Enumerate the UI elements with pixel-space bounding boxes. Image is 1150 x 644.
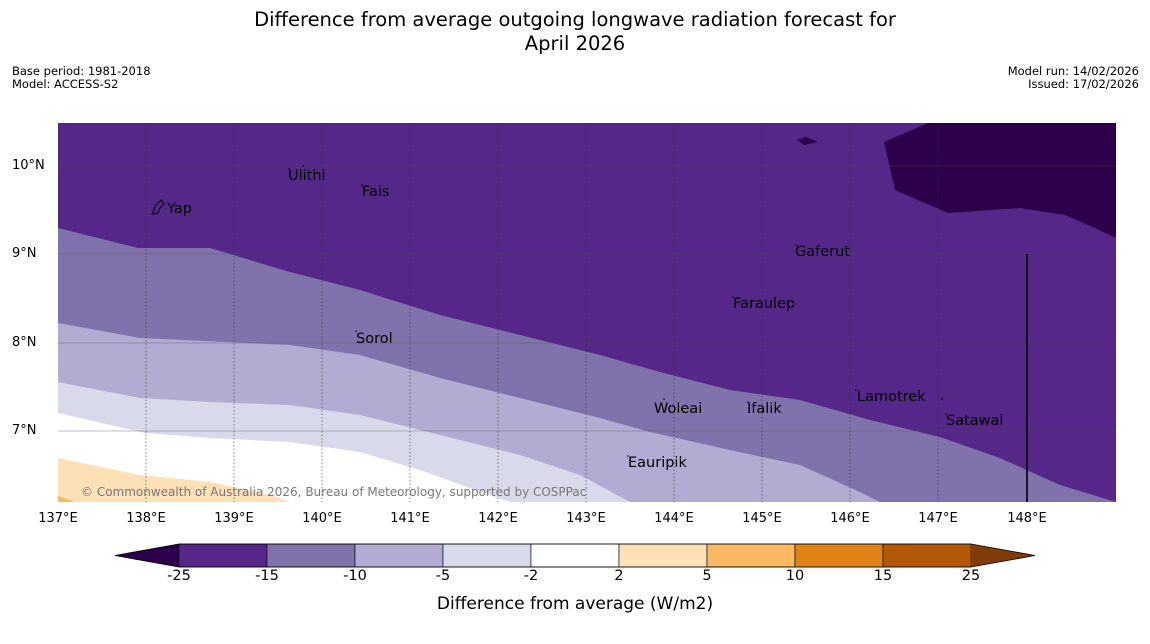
lon-label-143e: 143°E (566, 511, 606, 526)
place-eauripik: Eauripik (628, 455, 687, 471)
colorbar-segment (706, 543, 796, 568)
colorbar-segment (266, 543, 356, 568)
parallel-lines (58, 165, 1116, 432)
colorbar-tick: 5 (702, 568, 712, 584)
colorbar-extend-high (971, 544, 1035, 567)
map-plot-area: Yap Ulithi Fais Gaferut Faraulep Sorol W… (58, 123, 1116, 502)
copyright-notice: © Commonwealth of Australia 2026, Bureau… (81, 485, 586, 499)
lon-label-144e: 144°E (654, 511, 694, 526)
colorbar-segment (354, 543, 444, 568)
colorbar (114, 543, 1036, 568)
lon-label-147e: 147°E (918, 511, 958, 526)
colorbar-tick: 2 (614, 568, 624, 584)
lat-label-7n: 7°N (12, 423, 37, 438)
colorbar-tick: -15 (255, 568, 279, 584)
colorbar-tick: 15 (873, 568, 893, 584)
lon-label-146e: 146°E (830, 511, 870, 526)
yap-island-icon (151, 199, 165, 215)
place-faraulep: Faraulep (733, 296, 795, 312)
place-ulithi: Ulithi (288, 168, 326, 184)
place-sorol: Sorol (356, 331, 393, 347)
title-line-1: Difference from average outgoing longwav… (254, 8, 896, 31)
region-5-10 (58, 496, 75, 502)
colorbar-tick: 25 (961, 568, 981, 584)
place-satawal: Satawal (946, 413, 1003, 429)
lon-label-141e: 141°E (390, 511, 430, 526)
colorbar-segment (442, 543, 532, 568)
lon-label-142e: 142°E (478, 511, 518, 526)
region-below-minus25-small (797, 137, 818, 145)
colorbar-segment (530, 543, 620, 568)
colorbar-segment (618, 543, 708, 568)
place-lamotrek: Lamotrek (857, 389, 926, 405)
colorbar-tick: -2 (523, 568, 539, 584)
place-yap: Yap (166, 201, 192, 217)
chart-title: Difference from average outgoing longwav… (0, 8, 1150, 56)
region-below-minus25 (884, 123, 1116, 238)
lon-label-137e: 137°E (38, 511, 78, 526)
colorbar-outline (114, 543, 1036, 568)
place-fais: Fais (362, 184, 389, 200)
colorbar-tick: -10 (343, 568, 367, 584)
lon-label-139e: 139°E (214, 511, 254, 526)
lon-label-145e: 145°E (742, 511, 782, 526)
base-period: Base period: 1981-2018 (12, 64, 151, 78)
colorbar-tick: -5 (435, 568, 451, 584)
place-gaferut: Gaferut (795, 244, 850, 260)
lon-label-148e: 148°E (1007, 511, 1047, 526)
issued-date: Issued: 17/02/2026 (1028, 77, 1139, 91)
model-run: Model run: 14/02/2026 (1007, 64, 1139, 78)
title-line-2: April 2026 (524, 32, 626, 55)
lat-label-8n: 8°N (12, 335, 37, 350)
colorbar-extend-low (115, 544, 179, 567)
place-ifalik: Ifalik (747, 401, 782, 417)
lat-label-9n: 9°N (12, 246, 37, 261)
colorbar-segment (882, 543, 972, 568)
colorbar-tick: 10 (785, 568, 805, 584)
meta-left: Base period: 1981-2018 Model: ACCESS-S2 (12, 65, 151, 91)
lat-label-10n: 10°N (12, 158, 45, 173)
meridian-lines (145, 123, 939, 502)
lon-label-138e: 138°E (126, 511, 166, 526)
place-woleai: Woleai (654, 401, 702, 417)
colorbar-label: Difference from average (W/m2) (436, 594, 714, 614)
model-name: Model: ACCESS-S2 (12, 77, 119, 91)
colorbar-tick: -25 (167, 568, 191, 584)
island-dots (288, 165, 947, 457)
colorbar-segment (178, 543, 268, 568)
region-2-5 (58, 458, 290, 502)
meta-right: Model run: 14/02/2026 Issued: 17/02/2026 (1008, 65, 1139, 91)
lon-label-140e: 140°E (302, 511, 342, 526)
colorbar-segment (794, 543, 884, 568)
